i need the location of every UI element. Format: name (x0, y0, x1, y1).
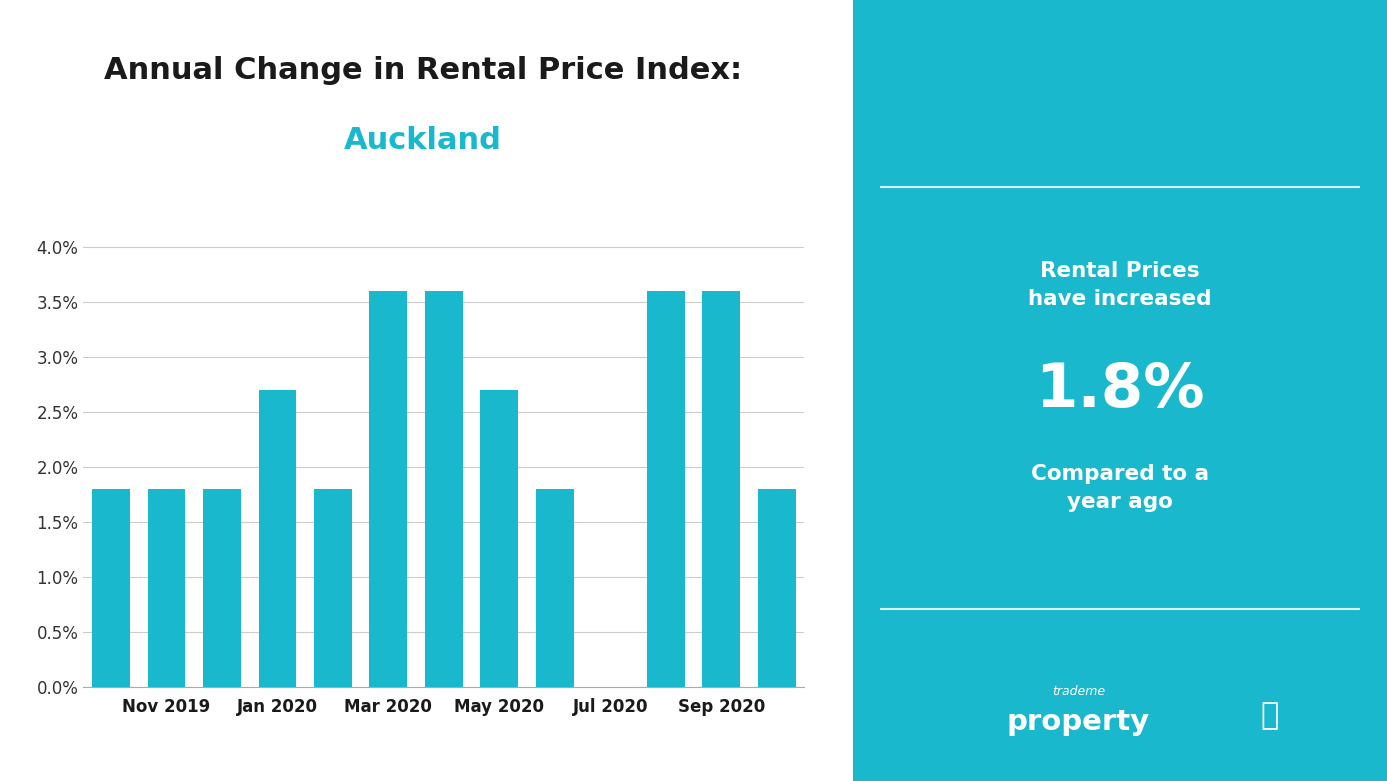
Text: Annual Change in Rental Price Index:: Annual Change in Rental Price Index: (104, 55, 742, 85)
Text: 1.8%: 1.8% (1035, 361, 1205, 420)
Text: trademe: trademe (1051, 685, 1105, 697)
Text: property: property (1007, 708, 1150, 736)
Bar (147, 489, 186, 687)
Bar (369, 291, 408, 687)
Bar (424, 291, 463, 687)
Text: 🐦: 🐦 (1259, 701, 1279, 730)
Bar (646, 291, 685, 687)
Bar (313, 489, 352, 687)
Bar (480, 390, 519, 687)
Text: Compared to a
year ago: Compared to a year ago (1031, 464, 1209, 512)
Text: Auckland: Auckland (344, 126, 502, 155)
Bar (757, 489, 796, 687)
Bar (258, 390, 297, 687)
Bar (702, 291, 741, 687)
Bar (203, 489, 241, 687)
Text: Rental Prices
have increased: Rental Prices have increased (1028, 261, 1212, 309)
Bar (535, 489, 574, 687)
Bar (92, 489, 130, 687)
